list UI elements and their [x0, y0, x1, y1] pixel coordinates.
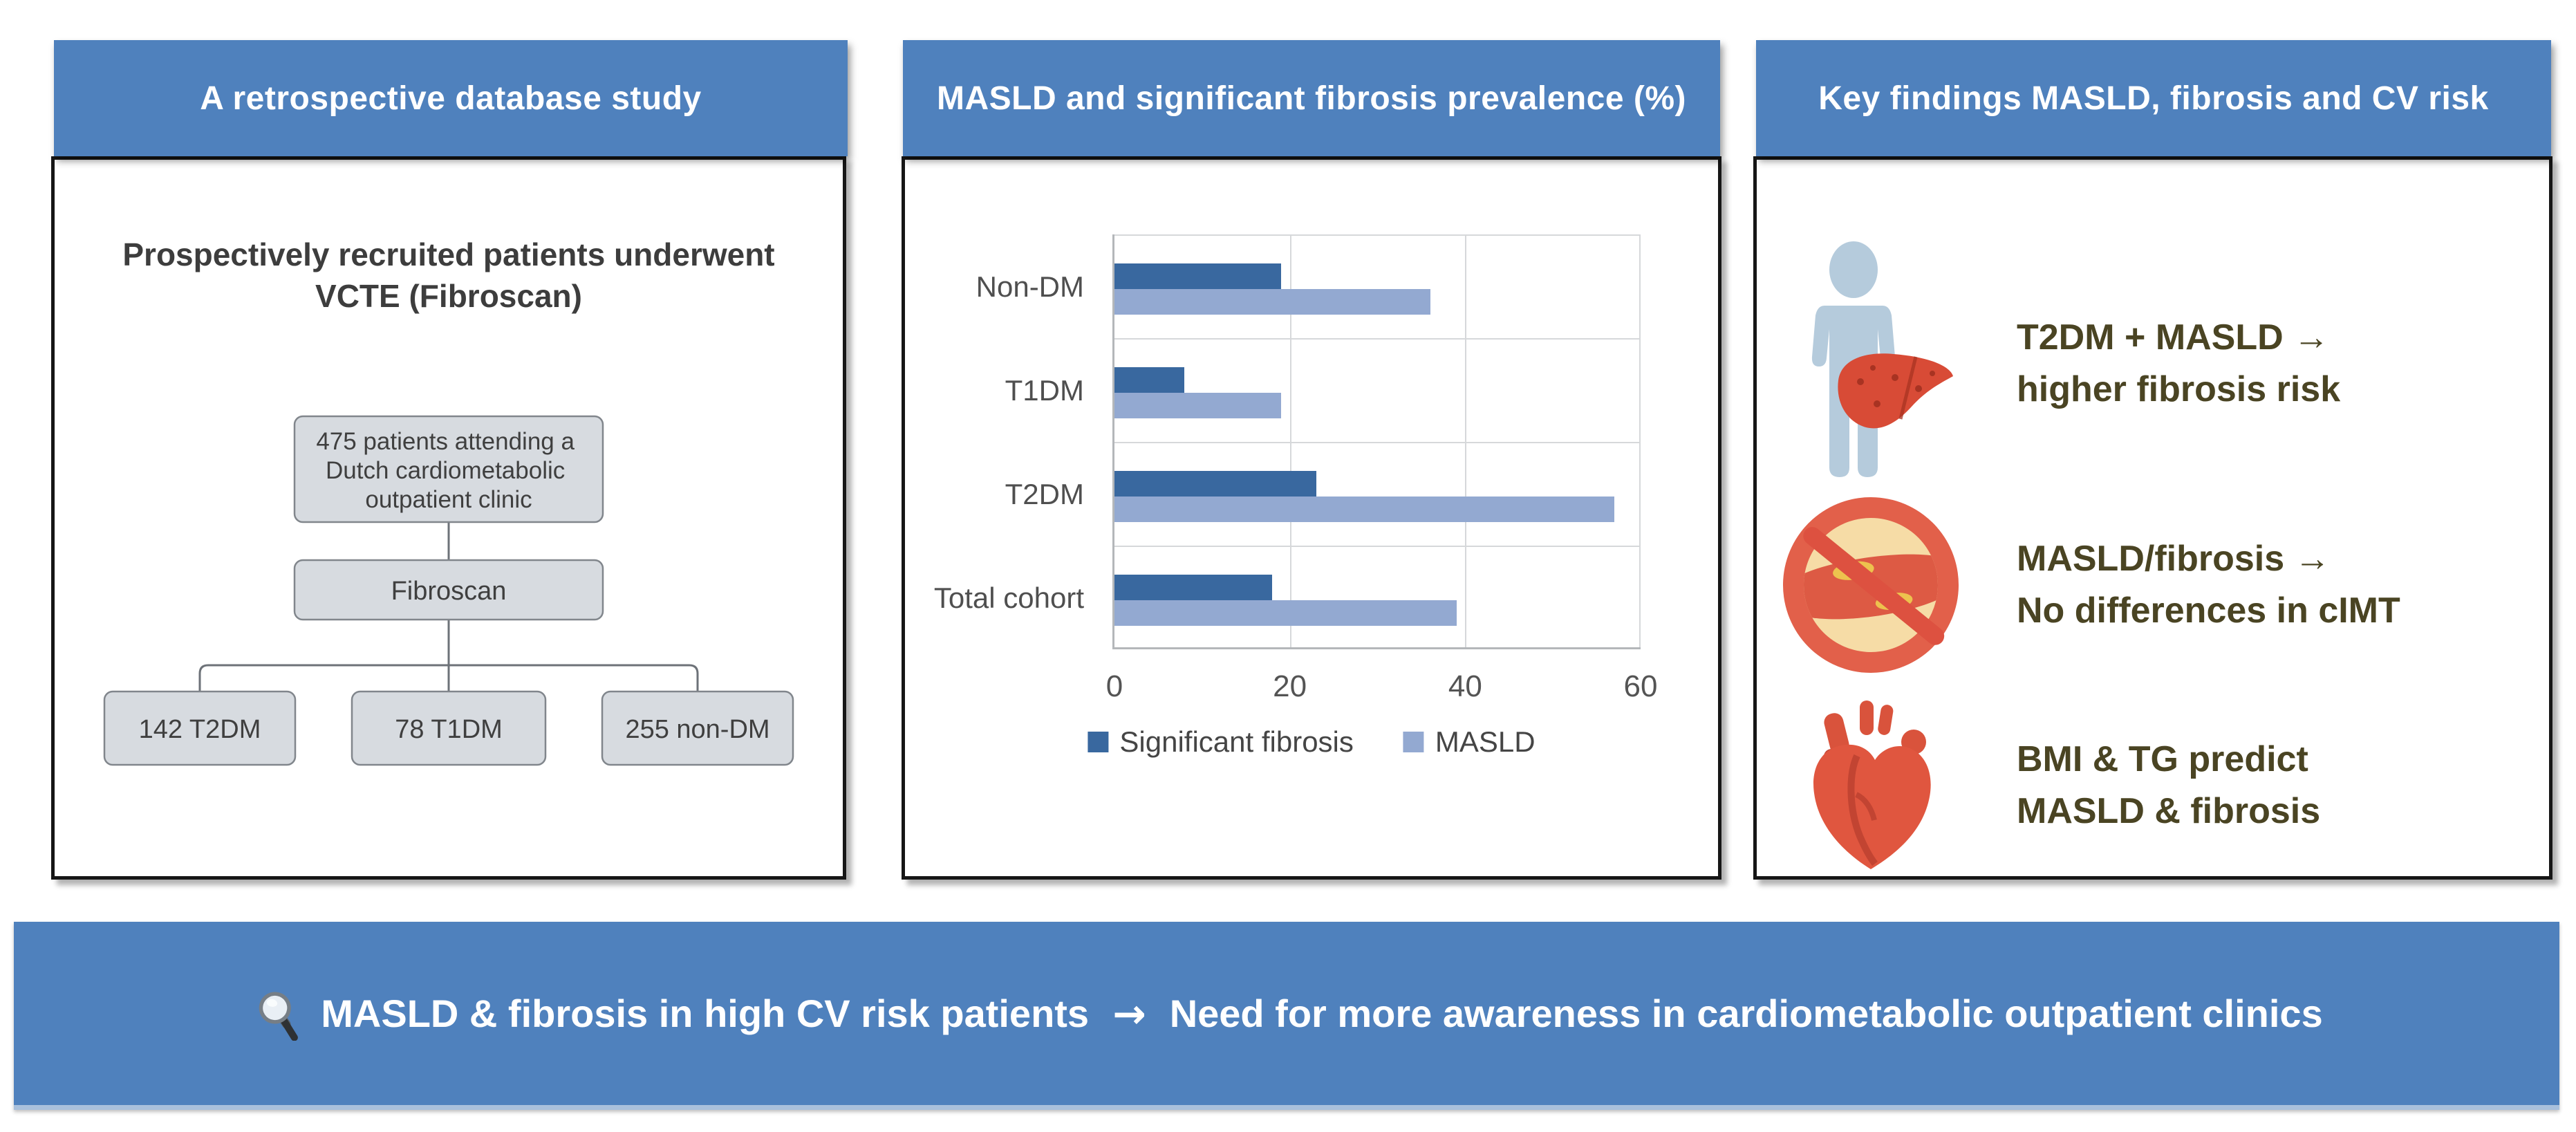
finding-cimt-line2: No differences in cIMT [2017, 591, 2400, 631]
finding-cimt-text: MASLD/fibrosis → No differences in cIMT [2017, 533, 2400, 638]
bar-masld-total-cohort [1114, 600, 1457, 626]
finding-cimt-line1: MASLD/fibrosis → [2017, 538, 2331, 579]
legend-swatch-significant-fibrosis [1088, 732, 1109, 752]
panel-findings-header: Key findings MASLD, fibrosis and CV risk [1756, 40, 2551, 156]
svg-text:78 T1DM: 78 T1DM [395, 715, 503, 744]
chart-row-t1dm: T1DM [1005, 338, 1641, 442]
chart-row-t2dm: T2DM [1005, 442, 1641, 546]
finding-bmi-tg-line1: BMI & TG predict [2017, 739, 2308, 779]
panel-findings-box: T2DM + MASLD → higher fibrosis risk [1753, 156, 2552, 880]
legend-swatch-masld [1403, 732, 1424, 752]
bar-chart-plot: Non-DM T1DM T2DM Total cohort 0 20 40 60 [934, 234, 1657, 703]
category-label-t2dm: T2DM [1005, 478, 1084, 510]
category-label-t1dm: T1DM [1005, 374, 1084, 407]
bar-masld-non-dm [1114, 289, 1430, 315]
finding-t2dm-masld-line1: T2DM + MASLD → [2017, 317, 2330, 358]
x-tick-60: 60 [1623, 669, 1658, 703]
study-intro-line1: Prospectively recruited patients underwe… [122, 236, 775, 272]
panel-findings-title: Key findings MASLD, fibrosis and CV risk [1818, 80, 2489, 117]
finding-cimt: MASLD/fibrosis → No differences in cIMT [1757, 485, 2549, 685]
x-tick-0: 0 [1105, 669, 1123, 703]
x-tick-40: 40 [1448, 669, 1482, 703]
chart-row-total-cohort: Total cohort [934, 546, 1641, 649]
legend-item-significant-fibrosis: Significant fibrosis [1088, 725, 1354, 759]
chart-rows: Non-DM T1DM T2DM Total cohort [934, 234, 1641, 649]
person-liver-icon [1757, 239, 1985, 488]
category-label-non-dm: Non-DM [976, 270, 1084, 303]
magnifier-icon [250, 987, 304, 1041]
flowchart: 475 patients attending a Dutch cardiomet… [103, 415, 794, 766]
conclusion-banner: MASLD & fibrosis in high CV risk patient… [14, 922, 2559, 1110]
panel-chart-box: Non-DM T1DM T2DM Total cohort 0 20 40 60 Si… [902, 156, 1721, 880]
bar-masld-t2dm [1114, 497, 1614, 522]
bar-significant-fibrosis-t1dm [1114, 367, 1185, 393]
legend-label-masld: MASLD [1435, 725, 1536, 758]
gridline-20 [1289, 234, 1291, 647]
bar-significant-fibrosis-total-cohort [1114, 575, 1273, 600]
gridline-40 [1465, 234, 1467, 647]
banner-text-part1: MASLD & fibrosis in high CV risk patient… [321, 992, 1090, 1035]
chart-row-non-dm: Non-DM [976, 234, 1641, 338]
flow-box-fibroscan: Fibroscan [293, 559, 604, 621]
bar-significant-fibrosis-non-dm [1114, 263, 1281, 289]
no-cimt-artery-icon [1757, 488, 1985, 682]
svg-text:475 patients attending a: 475 patients attending a Dutch cardiomet… [316, 428, 581, 513]
panel-chart-title: MASLD and significant fibrosis prevalenc… [936, 80, 1687, 117]
svg-text:255 non-DM: 255 non-DM [625, 715, 769, 744]
bar-masld-t1dm [1114, 393, 1281, 418]
panel-chart-header: MASLD and significant fibrosis prevalenc… [903, 40, 1720, 156]
flow-box-t1dm: 78 T1DM [351, 690, 547, 766]
gridline-60 [1639, 234, 1641, 647]
legend-label-significant-fibrosis: Significant fibrosis [1119, 725, 1354, 758]
flow-connectors [198, 522, 699, 692]
bar-significant-fibrosis-t2dm [1114, 471, 1316, 497]
finding-bmi-tg-text: BMI & TG predict MASLD & fibrosis [2017, 734, 2320, 838]
legend-item-masld: MASLD [1403, 725, 1536, 759]
svg-text:142 T2DM: 142 T2DM [139, 715, 261, 744]
category-label-total-cohort: Total cohort [933, 582, 1084, 614]
svg-text:Fibroscan: Fibroscan [391, 577, 507, 606]
banner-text-part2: Need for more awareness in cardiometabol… [1169, 992, 2323, 1035]
finding-t2dm-masld-line2: higher fibrosis risk [2017, 369, 2341, 409]
finding-t2dm-masld-text: T2DM + MASLD → higher fibrosis risk [2017, 312, 2340, 416]
banner-arrow: → [1112, 990, 1146, 1037]
heart-icon [1757, 692, 1985, 879]
finding-t2dm-masld: T2DM + MASLD → higher fibrosis risk [1757, 236, 2549, 492]
study-intro-line2: VCTE (Fibroscan) [315, 277, 582, 314]
panel-study-box: Prospectively recruited patients underwe… [51, 156, 846, 880]
finding-bmi-tg: BMI & TG predict MASLD & fibrosis [1757, 692, 2549, 879]
chart-legend: Significant fibrosis MASLD [1088, 725, 1536, 759]
panel-study-title: A retrospective database study [200, 80, 702, 117]
flow-box-cohort: 475 patients attending a Dutch cardiomet… [293, 415, 604, 523]
flow-box-nondm: 255 non-DM [601, 690, 794, 766]
flow-box-t2dm: 142 T2DM [103, 690, 297, 766]
finding-bmi-tg-line2: MASLD & fibrosis [2017, 791, 2321, 831]
panel-study-header: A retrospective database study [54, 40, 848, 156]
x-tick-20: 20 [1273, 669, 1307, 703]
study-intro-text: Prospectively recruited patients underwe… [55, 234, 843, 317]
